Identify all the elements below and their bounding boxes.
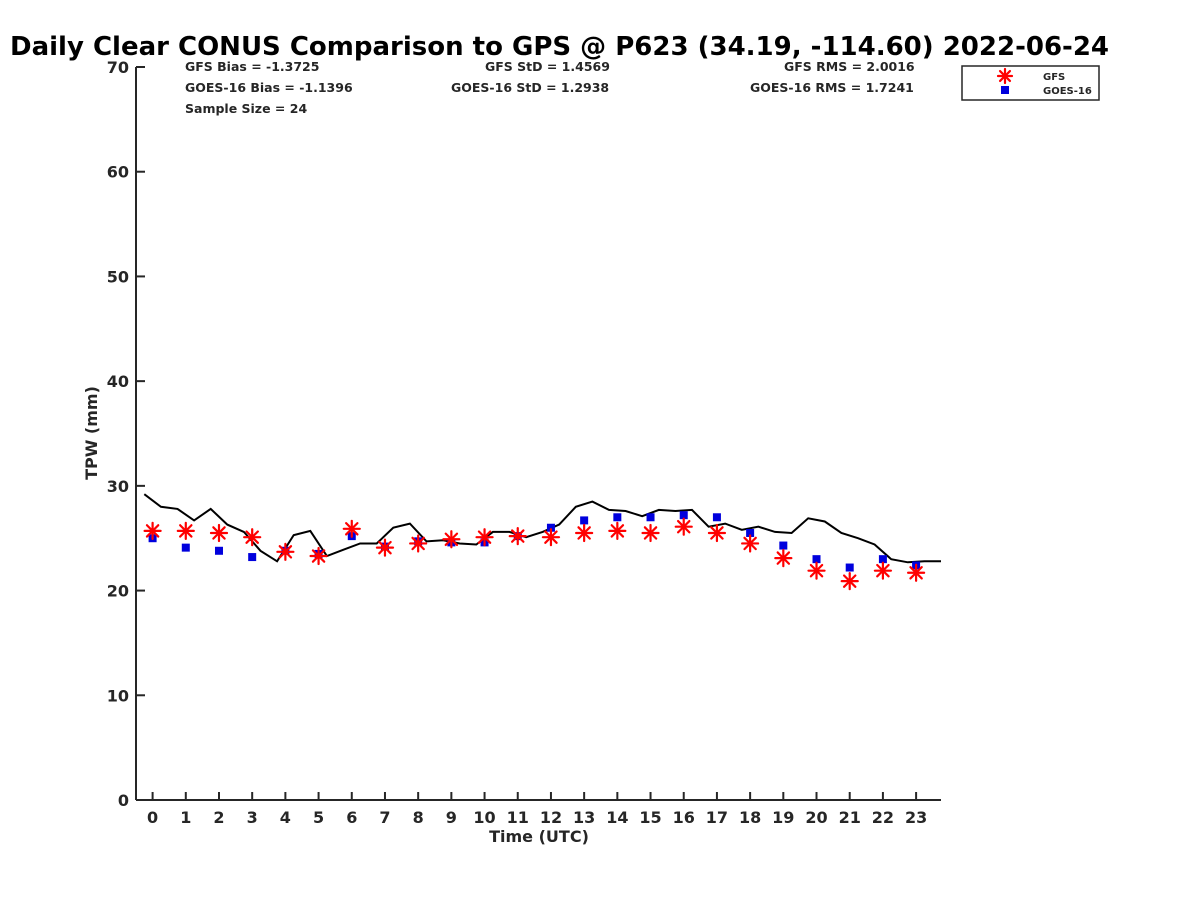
goes-point <box>646 513 655 522</box>
goes-point <box>779 541 788 550</box>
gfs-point <box>276 542 295 561</box>
gfs-point <box>409 534 428 553</box>
x-tick-label: 15 <box>639 808 661 827</box>
gfs-point <box>674 517 693 536</box>
gfs-point <box>774 549 793 568</box>
gfs-bias-stat: GFS Bias = -1.3725 <box>185 59 319 74</box>
gfs-point <box>741 534 760 553</box>
x-tick-label: 18 <box>739 808 761 827</box>
gfs-point <box>375 538 395 557</box>
x-tick-label: 2 <box>213 808 224 827</box>
gfs-point <box>209 523 229 543</box>
gfs-point <box>907 563 926 582</box>
goes-point <box>248 553 257 562</box>
y-tick-label: 10 <box>107 686 129 705</box>
y-tick-label: 70 <box>107 58 129 77</box>
y-tick-label: 30 <box>107 477 129 496</box>
goes-std-stat: GOES-16 StD = 1.2938 <box>451 80 609 95</box>
goes-bias-stat: GOES-16 Bias = -1.1396 <box>185 80 353 95</box>
gfs-point <box>575 523 594 543</box>
goes-point <box>546 523 555 532</box>
x-tick-label: 1 <box>180 808 191 827</box>
x-tick-label: 7 <box>379 808 390 827</box>
legend-gfs-asterisk-icon <box>996 67 1014 85</box>
goes-point <box>580 516 589 525</box>
gfs-point <box>342 519 361 538</box>
gfs-point <box>442 530 461 549</box>
x-axis-label: Time (UTC) <box>489 827 589 846</box>
x-tick-label: 23 <box>905 808 927 827</box>
y-tick-label: 0 <box>118 791 129 810</box>
x-tick-label: 8 <box>413 808 424 827</box>
y-axis-label: TPW (mm) <box>82 386 101 480</box>
y-tick-label: 20 <box>107 582 129 601</box>
gfs-point <box>707 523 727 543</box>
y-tick-label: 60 <box>107 163 129 182</box>
gfs-point <box>475 528 494 547</box>
gfs-point <box>541 528 561 547</box>
x-tick-label: 13 <box>573 808 595 827</box>
x-tick-label: 12 <box>540 808 562 827</box>
goes-point <box>812 555 821 564</box>
x-tick-label: 5 <box>313 808 324 827</box>
gfs-point <box>243 528 262 547</box>
gfs-point <box>608 521 627 540</box>
x-tick-label: 0 <box>147 808 158 827</box>
x-tick-label: 17 <box>706 808 728 827</box>
goes-point <box>613 513 622 522</box>
goes-point <box>181 543 190 552</box>
legend-goes-label: GOES-16 <box>1043 86 1092 97</box>
gps-series-line <box>143 493 941 564</box>
gfs-point <box>176 521 195 540</box>
gfs-point <box>641 523 660 543</box>
goes-rms-stat: GOES-16 RMS = 1.7241 <box>750 80 914 95</box>
x-tick-label: 3 <box>247 808 258 827</box>
x-tick-label: 21 <box>839 808 861 827</box>
legend-goes-square-icon <box>1001 86 1009 94</box>
gfs-std-stat: GFS StD = 1.4569 <box>485 59 610 74</box>
gfs-rms-stat: GFS RMS = 2.0016 <box>784 59 915 74</box>
goes-point <box>679 511 688 520</box>
sample-size-stat: Sample Size = 24 <box>185 101 307 116</box>
gfs-point <box>143 521 162 540</box>
gfs-point <box>508 527 527 546</box>
legend: GFS GOES-16 <box>961 65 1100 101</box>
x-tick-label: 14 <box>606 808 628 827</box>
x-tick-label: 4 <box>280 808 291 827</box>
gfs-point <box>840 572 859 591</box>
goes-point <box>214 546 223 555</box>
x-tick-label: 10 <box>473 808 495 827</box>
goes-point <box>712 513 721 522</box>
chart-title: Daily Clear CONUS Comparison to GPS @ P6… <box>10 32 1109 62</box>
x-tick-label: 11 <box>507 808 529 827</box>
gfs-point <box>309 546 328 566</box>
y-tick-label: 50 <box>107 267 129 286</box>
x-tick-label: 16 <box>673 808 695 827</box>
legend-gfs-label: GFS <box>1043 72 1065 83</box>
gfs-point <box>807 561 826 580</box>
goes-point <box>746 528 755 537</box>
x-tick-label: 6 <box>346 808 357 827</box>
x-tick-label: 22 <box>872 808 894 827</box>
x-tick-label: 20 <box>805 808 827 827</box>
goes-point <box>878 555 887 564</box>
legend-box <box>961 65 1100 101</box>
goes-point <box>845 563 854 572</box>
y-tick-label: 40 <box>107 372 129 391</box>
x-tick-label: 9 <box>446 808 457 827</box>
x-tick-label: 19 <box>772 808 794 827</box>
gfs-point <box>873 561 893 580</box>
